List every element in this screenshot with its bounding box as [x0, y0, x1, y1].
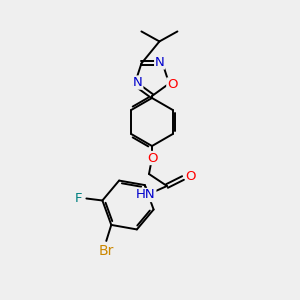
Text: N: N	[155, 56, 164, 69]
Text: O: O	[186, 169, 196, 182]
Text: N: N	[133, 76, 143, 89]
Text: O: O	[167, 78, 177, 91]
Text: HN: HN	[136, 188, 156, 202]
Text: F: F	[75, 192, 82, 205]
Text: Br: Br	[99, 244, 114, 258]
Text: O: O	[147, 152, 157, 164]
